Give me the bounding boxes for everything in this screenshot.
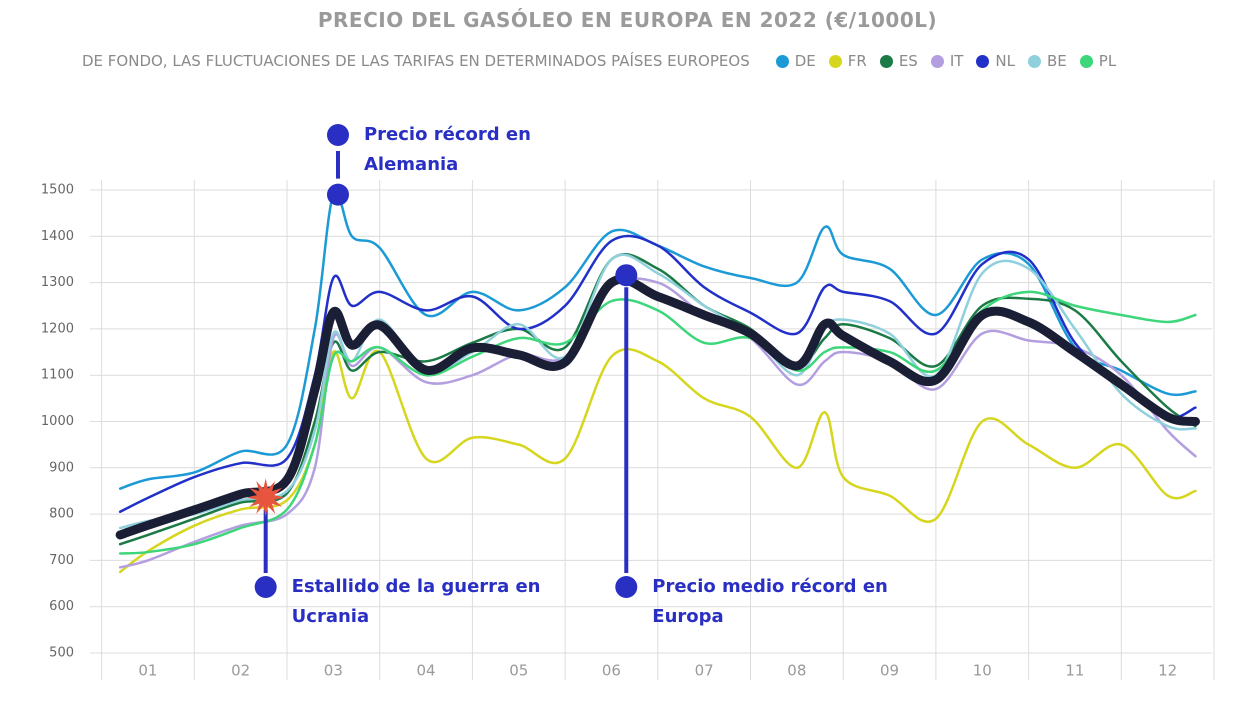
legend-label: NL [995, 52, 1015, 70]
x-tick-label: 04 [417, 662, 436, 680]
x-tick-label: 09 [880, 662, 899, 680]
series-line [118, 253, 1197, 530]
legend-swatch [828, 54, 842, 68]
x-tick-label: 03 [324, 662, 343, 680]
y-tick-label: 1300 [41, 275, 74, 290]
y-tick-label: 1100 [41, 368, 74, 383]
annotation-point [615, 264, 638, 287]
y-tick-label: 1200 [41, 321, 74, 336]
legend-label: PL [1098, 52, 1117, 70]
legend-item: ES [879, 52, 918, 70]
y-tick-label: 500 [49, 646, 74, 661]
annotation-label: Precio medio récord en Europa [652, 576, 888, 627]
x-tick-label: 07 [695, 662, 714, 680]
x-tick-label: 08 [787, 662, 806, 680]
legend-swatch [930, 54, 944, 68]
legend-label: BE [1047, 52, 1067, 70]
y-tick-label: 700 [49, 553, 74, 568]
annotation-label: Estallido de la guerra en Ucrania [291, 576, 541, 627]
legend-swatch [1028, 54, 1041, 68]
x-tick-label: 12 [1158, 662, 1177, 680]
annotation-dot [254, 576, 277, 598]
legend-label: ES [898, 52, 918, 70]
chart-subtitle: DE FONDO, LAS FLUCTUACIONES DE LAS TARIF… [82, 52, 750, 70]
chart-title: PRECIO DEL GASÓLEO EN EUROPA EN 2022 (€/… [317, 8, 938, 32]
x-tick-label: 11 [1065, 662, 1084, 680]
y-tick-label: 800 [49, 507, 74, 522]
annotation-dot [615, 576, 638, 598]
legend-swatch [1079, 54, 1093, 68]
y-tick-label: 600 [49, 599, 74, 614]
y-tick-label: 900 [49, 460, 74, 475]
event-marker [246, 478, 285, 517]
legend-item: IT [930, 52, 964, 70]
legend-item: BE [1028, 52, 1067, 70]
y-tick-label: 1500 [41, 183, 74, 198]
legend-swatch [879, 54, 893, 68]
x-tick-label: 10 [973, 662, 992, 680]
x-tick-label: 01 [138, 662, 157, 680]
legend-label: IT [949, 52, 964, 70]
legend-item: PL [1079, 52, 1117, 70]
legend: DE FR ES IT NL BE PL [775, 52, 1117, 70]
subtitle-row: DE FONDO, LAS FLUCTUACIONES DE LAS TARIF… [82, 52, 1116, 70]
legend-item: FR [828, 52, 867, 70]
annotation-dot [326, 124, 349, 146]
y-tick-label: 1400 [41, 229, 74, 244]
legend-item: DE [775, 52, 816, 70]
legend-swatch [976, 54, 990, 68]
annotation-label: Precio récord en Alemania [363, 124, 531, 175]
legend-swatch [775, 54, 789, 68]
y-tick-label: 1000 [41, 414, 74, 429]
annotation-point [326, 183, 349, 206]
x-tick-label: 06 [602, 662, 621, 680]
legend-label: DE [794, 52, 816, 70]
x-tick-label: 02 [231, 662, 250, 680]
x-tick-label: 05 [509, 662, 528, 680]
legend-label: FR [847, 52, 867, 70]
legend-item: NL [976, 52, 1015, 70]
